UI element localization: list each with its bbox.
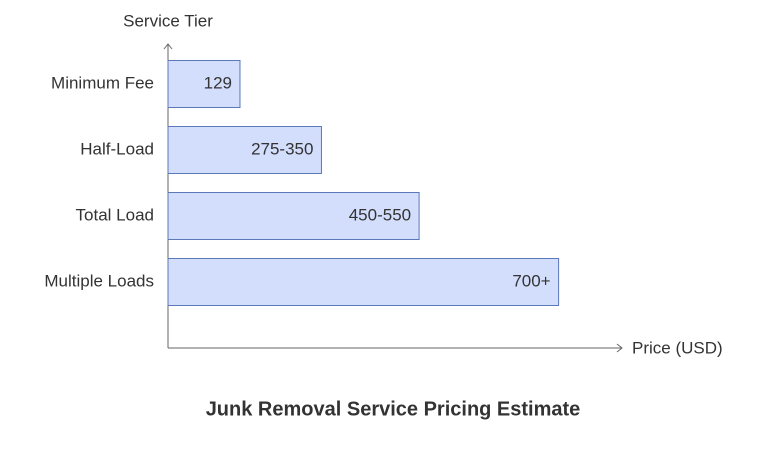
value-label: 129 — [204, 73, 232, 92]
y-tick-label: Minimum Fee — [51, 73, 154, 92]
chart-title: Junk Removal Service Pricing Estimate — [206, 398, 581, 420]
x-axis-label: Price (USD) — [632, 338, 723, 357]
bar — [167, 60, 241, 108]
y-tick-label: Total Load — [76, 205, 154, 224]
y-tick-label: Multiple Loads — [44, 271, 154, 290]
bar — [167, 192, 420, 240]
y-axis-label: Service Tier — [123, 11, 213, 30]
bar — [167, 126, 322, 174]
value-label: 700+ — [512, 271, 550, 290]
value-label: 450-550 — [349, 205, 411, 224]
value-label: 275-350 — [251, 139, 313, 158]
bar — [167, 258, 560, 306]
y-tick-label: Half-Load — [80, 139, 154, 158]
x-axis — [168, 343, 623, 353]
